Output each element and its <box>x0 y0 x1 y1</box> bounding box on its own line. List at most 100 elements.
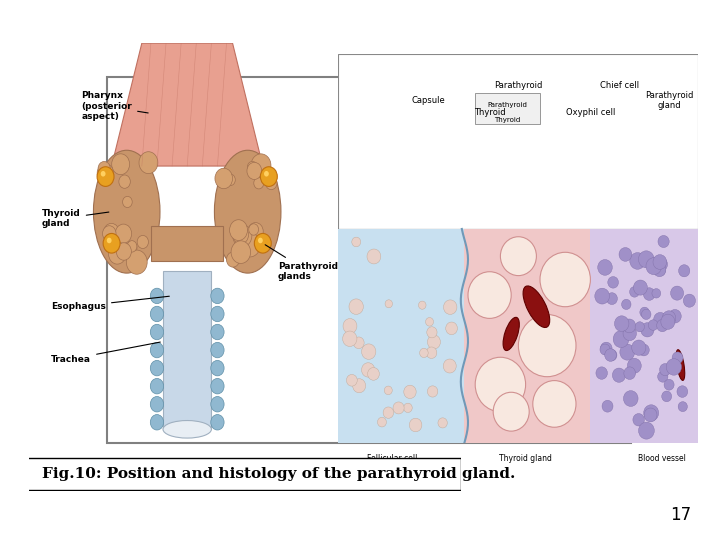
Circle shape <box>658 235 669 247</box>
Circle shape <box>150 342 163 358</box>
Circle shape <box>409 418 422 432</box>
Circle shape <box>533 381 576 427</box>
Circle shape <box>595 288 610 304</box>
Circle shape <box>139 152 158 173</box>
Text: Parathyroid
gland: Parathyroid gland <box>645 91 694 110</box>
Circle shape <box>215 168 233 188</box>
Circle shape <box>660 363 671 376</box>
Text: Chief cell: Chief cell <box>600 80 639 90</box>
Circle shape <box>109 244 126 264</box>
Circle shape <box>620 344 635 360</box>
Text: Parathyroid: Parathyroid <box>487 102 528 107</box>
Circle shape <box>150 325 163 340</box>
Circle shape <box>102 226 116 241</box>
Circle shape <box>211 396 224 412</box>
Circle shape <box>127 250 147 274</box>
Circle shape <box>426 347 437 359</box>
Circle shape <box>112 154 130 174</box>
Circle shape <box>602 400 613 412</box>
Circle shape <box>493 392 529 431</box>
Circle shape <box>657 371 668 382</box>
Circle shape <box>630 253 645 269</box>
Circle shape <box>678 265 690 277</box>
Circle shape <box>138 235 148 248</box>
Circle shape <box>627 358 642 373</box>
Circle shape <box>404 403 413 413</box>
Circle shape <box>652 288 661 298</box>
Text: Fig.10: Position and histology of the parathyroid gland.: Fig.10: Position and histology of the pa… <box>42 467 515 481</box>
Ellipse shape <box>94 150 160 273</box>
Circle shape <box>230 220 248 240</box>
Circle shape <box>211 288 224 303</box>
Circle shape <box>613 330 629 348</box>
Circle shape <box>438 418 447 428</box>
Circle shape <box>240 233 261 257</box>
Circle shape <box>598 260 612 275</box>
Circle shape <box>98 161 110 176</box>
Circle shape <box>261 167 277 186</box>
Circle shape <box>426 318 433 326</box>
Circle shape <box>119 175 130 188</box>
Circle shape <box>634 280 647 295</box>
Bar <box>163 271 212 429</box>
Circle shape <box>629 287 639 297</box>
Circle shape <box>248 224 258 235</box>
Circle shape <box>683 294 696 307</box>
Circle shape <box>613 368 626 382</box>
Circle shape <box>97 164 114 183</box>
Circle shape <box>264 171 269 177</box>
Circle shape <box>211 379 224 394</box>
Circle shape <box>678 402 688 411</box>
Circle shape <box>621 299 631 309</box>
Bar <box>107 77 631 443</box>
Circle shape <box>211 360 224 376</box>
Circle shape <box>233 225 252 247</box>
Circle shape <box>653 263 666 276</box>
Circle shape <box>361 344 376 360</box>
Circle shape <box>248 161 258 173</box>
Circle shape <box>150 415 163 430</box>
Circle shape <box>631 340 646 355</box>
Circle shape <box>150 288 163 303</box>
Bar <box>590 229 698 443</box>
Circle shape <box>657 319 668 332</box>
Circle shape <box>122 197 132 207</box>
Circle shape <box>428 386 438 397</box>
Circle shape <box>127 241 137 252</box>
Ellipse shape <box>676 350 685 380</box>
Circle shape <box>666 359 682 375</box>
Circle shape <box>608 276 618 288</box>
Circle shape <box>377 417 387 427</box>
Circle shape <box>343 331 357 347</box>
Circle shape <box>211 325 224 340</box>
Bar <box>338 54 698 229</box>
Circle shape <box>227 252 240 267</box>
Circle shape <box>648 320 658 330</box>
Text: Follicular cell: Follicular cell <box>367 454 418 463</box>
Circle shape <box>420 348 428 357</box>
Circle shape <box>669 309 681 323</box>
Circle shape <box>641 323 654 337</box>
FancyBboxPatch shape <box>24 458 461 490</box>
Circle shape <box>346 374 357 386</box>
Ellipse shape <box>503 318 519 350</box>
Circle shape <box>475 357 526 411</box>
Circle shape <box>383 407 394 419</box>
Circle shape <box>644 408 657 422</box>
Circle shape <box>656 266 665 275</box>
Ellipse shape <box>523 286 549 327</box>
Circle shape <box>258 238 263 243</box>
Circle shape <box>126 241 137 254</box>
Circle shape <box>101 171 106 177</box>
Circle shape <box>639 251 654 268</box>
Circle shape <box>605 349 616 361</box>
Circle shape <box>384 386 392 395</box>
Circle shape <box>619 247 631 261</box>
Circle shape <box>211 415 224 430</box>
Text: Parathyroid: Parathyroid <box>494 80 543 90</box>
Circle shape <box>353 379 366 393</box>
Circle shape <box>150 379 163 394</box>
Circle shape <box>150 396 163 412</box>
Circle shape <box>233 226 248 244</box>
Circle shape <box>251 154 271 177</box>
